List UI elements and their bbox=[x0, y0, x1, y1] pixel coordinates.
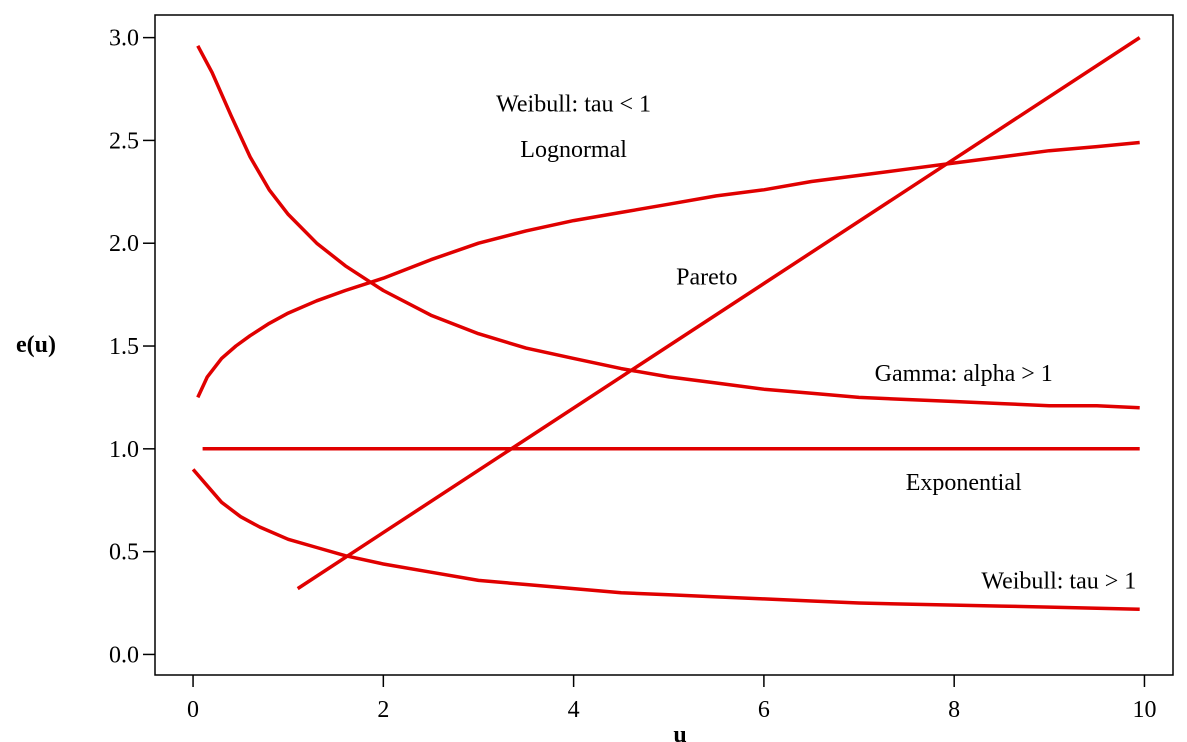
x-tick-label: 8 bbox=[948, 697, 960, 723]
x-tick-label: 4 bbox=[568, 697, 580, 723]
x-tick-label: 0 bbox=[187, 697, 199, 723]
x-axis-title: u bbox=[673, 722, 686, 742]
curve-annotation: Weibull: tau < 1 bbox=[496, 92, 651, 118]
y-tick-label: 1.5 bbox=[109, 334, 139, 360]
y-tick-label: 2.5 bbox=[109, 128, 139, 154]
curves bbox=[191, 36, 1141, 611]
curve-annotations: Weibull: tau < 1 Lognormal Pareto Gamma: al… bbox=[496, 92, 1136, 595]
gamma-curve bbox=[196, 44, 1140, 410]
pareto-line bbox=[296, 36, 1141, 591]
curve-annotation: Gamma: alpha > 1 bbox=[875, 361, 1053, 387]
plot-frame bbox=[154, 14, 1174, 676]
curve-annotation: Lognormal bbox=[520, 137, 627, 163]
x-tick-label: 10 bbox=[1132, 697, 1156, 723]
y-axis-title: e(u) bbox=[16, 332, 56, 358]
curve-annotation: Pareto bbox=[676, 264, 737, 290]
lognormal-curve bbox=[196, 140, 1140, 399]
x-axis: 0 2 4 6 8 10 bbox=[187, 675, 1156, 723]
x-tick-label: 6 bbox=[758, 697, 770, 723]
y-tick-label: 3.0 bbox=[109, 26, 139, 52]
x-tick-label: 2 bbox=[377, 697, 389, 723]
curve-annotation: Exponential bbox=[906, 470, 1022, 496]
y-axis: 0.0 0.5 1.0 1.5 2.0 2.5 3.0 bbox=[109, 26, 155, 668]
y-tick-label: 0.0 bbox=[109, 642, 139, 668]
curve-annotation: Weibull: tau > 1 bbox=[981, 569, 1136, 595]
y-tick-label: 0.5 bbox=[109, 540, 139, 566]
y-tick-label: 2.0 bbox=[109, 231, 139, 257]
y-tick-label: 1.0 bbox=[109, 437, 139, 463]
weibull-gt1-curve bbox=[191, 468, 1140, 611]
